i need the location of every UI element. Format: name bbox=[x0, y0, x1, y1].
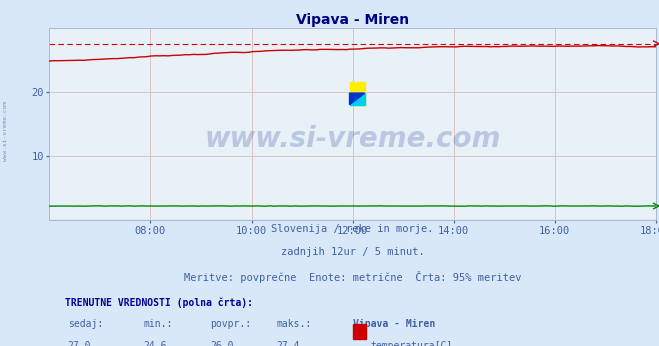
Text: min.:: min.: bbox=[144, 319, 173, 329]
Text: povpr.:: povpr.: bbox=[210, 319, 251, 329]
Text: 27,0: 27,0 bbox=[68, 340, 91, 346]
Polygon shape bbox=[349, 82, 364, 104]
Text: www.si-vreme.com: www.si-vreme.com bbox=[204, 125, 501, 153]
Polygon shape bbox=[349, 93, 364, 104]
Text: Meritve: povprečne  Enote: metrične  Črta: 95% meritev: Meritve: povprečne Enote: metrične Črta:… bbox=[184, 271, 521, 283]
Text: 27,4: 27,4 bbox=[277, 340, 301, 346]
Text: www.si-vreme.com: www.si-vreme.com bbox=[3, 101, 8, 162]
Text: temperatura[C]: temperatura[C] bbox=[371, 340, 453, 346]
Text: zadnjih 12ur / 5 minut.: zadnjih 12ur / 5 minut. bbox=[281, 247, 424, 257]
Text: 26,0: 26,0 bbox=[210, 340, 233, 346]
Text: Slovenija / reke in morje.: Slovenija / reke in morje. bbox=[272, 224, 434, 234]
Text: 24,6: 24,6 bbox=[144, 340, 167, 346]
Text: Vipava - Miren: Vipava - Miren bbox=[353, 319, 435, 329]
Text: TRENUTNE VREDNOSTI (polna črta):: TRENUTNE VREDNOSTI (polna črta): bbox=[65, 297, 252, 308]
Polygon shape bbox=[349, 93, 364, 104]
Text: sedaj:: sedaj: bbox=[68, 319, 103, 329]
Title: Vipava - Miren: Vipava - Miren bbox=[296, 12, 409, 27]
Bar bbox=[353, 325, 366, 339]
Text: maks.:: maks.: bbox=[277, 319, 312, 329]
